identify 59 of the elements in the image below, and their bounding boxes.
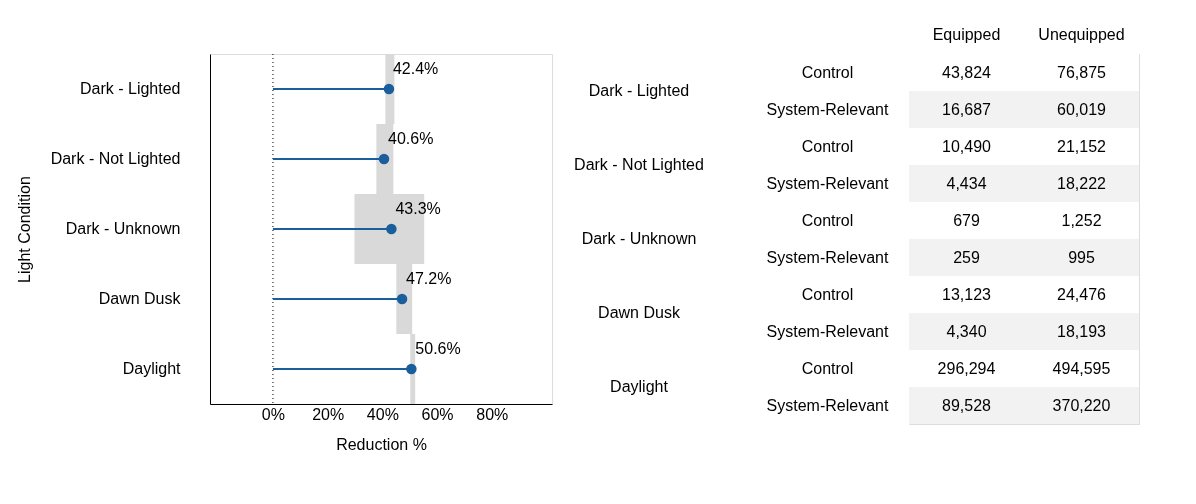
y-tick-label: Dark - Lighted xyxy=(80,80,181,97)
x-tick-label: 60% xyxy=(421,405,454,423)
y-axis-title: Light Condition xyxy=(15,176,33,283)
point xyxy=(406,363,417,375)
y-tick-label: System-Relevant xyxy=(766,396,889,414)
data-label: 13,123 xyxy=(942,285,992,303)
data-label: 76,875 xyxy=(1057,63,1107,81)
data-label: 47.2% xyxy=(406,270,452,287)
data-label: 10,490 xyxy=(942,137,992,155)
data-label: 296,294 xyxy=(937,359,996,377)
data-label: 18,222 xyxy=(1057,174,1107,192)
x-tick-label: 80% xyxy=(476,405,509,423)
data-label: 16,687 xyxy=(942,100,992,118)
point xyxy=(396,293,408,305)
y-tick-label: Dark - Unknown xyxy=(65,220,181,237)
y-tick-label: Dawn Dusk xyxy=(98,290,182,307)
x-tick-label: Equipped xyxy=(932,25,1001,43)
data-label: 43,824 xyxy=(942,63,992,81)
data-label: 89,528 xyxy=(942,396,992,414)
data-label: 370,220 xyxy=(1052,396,1111,414)
y-tick-label: Dark - Not Lighted xyxy=(50,150,181,167)
y2-tick-label: Dawn Dusk xyxy=(598,304,681,321)
data-label: 995 xyxy=(1068,248,1095,266)
data-label: 60,019 xyxy=(1057,100,1107,118)
y2-tick-label: Daylight xyxy=(610,378,669,395)
data-label: 679 xyxy=(953,211,980,229)
data-label: 50.6% xyxy=(415,340,461,357)
data-label: 4,434 xyxy=(946,174,987,192)
data-label: 18,193 xyxy=(1057,322,1107,340)
data-label: 21,152 xyxy=(1057,137,1107,155)
y-tick-label: Control xyxy=(801,211,854,229)
data-label: 1,252 xyxy=(1061,211,1102,229)
data-label: 40.6% xyxy=(388,130,434,147)
x-axis-title: Reduction % xyxy=(336,435,427,453)
y2-tick-label: Dark - Lighted xyxy=(588,82,690,99)
y2-tick-label: Dark - Unknown xyxy=(581,230,697,247)
data-label: 24,476 xyxy=(1057,285,1107,303)
y-tick-label: System-Relevant xyxy=(766,322,889,340)
data-label: 42.4% xyxy=(392,60,439,77)
y2-tick-label: Dark - Not Lighted xyxy=(574,156,704,173)
data-label: 259 xyxy=(953,248,980,266)
y-tick-label: System-Relevant xyxy=(766,100,889,118)
y-tick-label: Daylight xyxy=(122,360,182,377)
data-label: 494,595 xyxy=(1052,359,1111,377)
x-tick-label: 40% xyxy=(366,405,399,423)
y-tick-label: Control xyxy=(801,359,854,377)
x-tick-label: 0% xyxy=(261,405,285,423)
data-label: 4,340 xyxy=(946,322,987,340)
point xyxy=(386,223,397,235)
y-tick-label: System-Relevant xyxy=(766,174,889,192)
point xyxy=(383,83,395,95)
y-tick-label: Control xyxy=(801,63,854,81)
x-tick-label: 20% xyxy=(312,405,345,423)
y-tick-label: System-Relevant xyxy=(766,248,889,266)
point xyxy=(378,153,390,165)
y-tick-label: Control xyxy=(801,137,854,155)
x-tick-label: Unequipped xyxy=(1038,25,1125,43)
data-label: 43.3% xyxy=(395,200,441,217)
y-tick-label: Control xyxy=(801,285,854,303)
